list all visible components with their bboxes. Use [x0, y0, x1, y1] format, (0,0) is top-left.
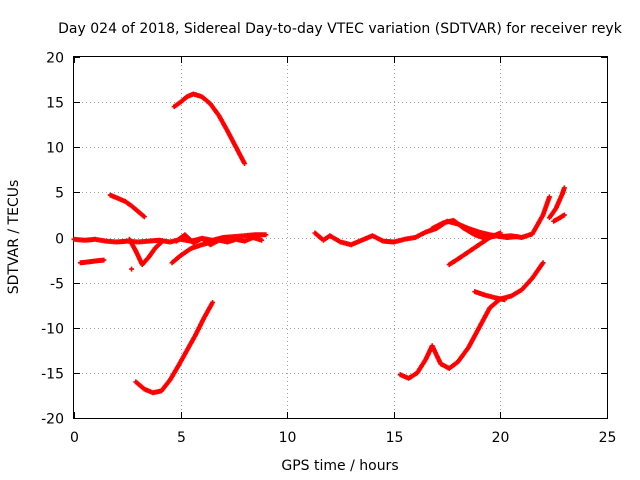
data-point [561, 185, 567, 191]
x-tick-label: 25 [599, 430, 617, 446]
data-point [561, 212, 567, 218]
y-tick-label: 15 [46, 96, 64, 112]
x-tick-label: 20 [492, 430, 510, 446]
y-tick-label: -5 [50, 277, 64, 293]
data-point [502, 297, 508, 303]
axis-ticks: 0 5 10 15 20 25 -20 -15 -10 -5 0 5 10 15 20 [41, 51, 616, 447]
data-layer [71, 91, 567, 396]
data-point [242, 160, 248, 166]
x-tick-label: 10 [279, 430, 297, 446]
y-axis-label: SDTVAR / TECUs [6, 180, 22, 295]
series-arc-negative-trough [133, 299, 216, 396]
y-tick-label: -10 [41, 322, 64, 338]
series-arc-v-shape [126, 236, 164, 268]
x-tick-label: 5 [177, 430, 186, 446]
data-point [210, 239, 216, 245]
series-arc-late-baseline [312, 194, 552, 248]
data-point [141, 214, 147, 220]
y-tick-label: -20 [41, 412, 64, 428]
series-arc-end-low [551, 212, 567, 224]
series-arc-early-dip [77, 257, 107, 266]
y-tick-label: 5 [55, 186, 64, 202]
chart-title: Day 024 of 2018, Sidereal Day-to-day VTE… [58, 21, 623, 37]
data-point [101, 257, 107, 263]
y-tick-label: 10 [46, 141, 64, 157]
y-tick-label: -15 [41, 367, 64, 383]
series-arc-early-high [107, 192, 147, 220]
x-axis-label: GPS time / hours [281, 458, 398, 474]
y-tick-label: 20 [46, 51, 64, 67]
series-arc-late-trough [397, 260, 546, 381]
data-point [263, 232, 269, 238]
y-tick-label: 0 [55, 232, 64, 248]
series-arc-late-upturn [472, 289, 508, 303]
x-tick-label: 0 [70, 430, 79, 446]
series-arc-end-rise [546, 185, 567, 221]
data-point [158, 239, 164, 245]
series-arc-outlier [129, 266, 135, 272]
x-tick-label: 15 [386, 430, 404, 446]
data-point [259, 237, 265, 243]
data-point [210, 299, 216, 305]
series-arc-v-shape-2 [169, 239, 216, 266]
data-point [129, 266, 135, 272]
data-point [514, 234, 520, 240]
data-point [540, 260, 546, 266]
series-arc-late-dip [446, 230, 503, 268]
series-arc-positive-hump [171, 91, 248, 166]
data-point [497, 230, 503, 236]
data-point [546, 194, 552, 200]
